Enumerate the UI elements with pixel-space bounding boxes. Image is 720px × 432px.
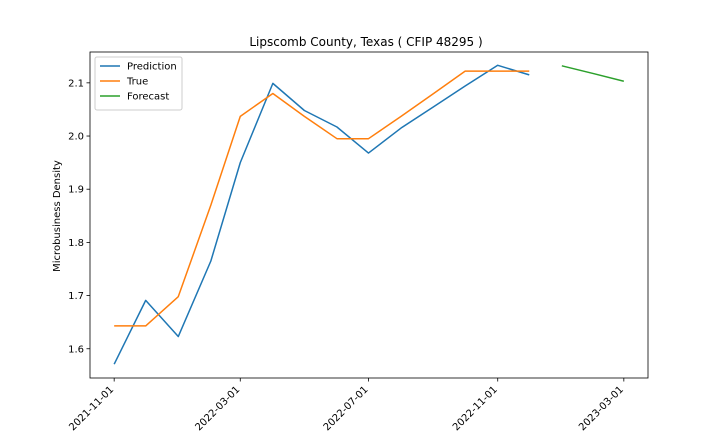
legend-label-forecast: Forecast	[127, 92, 169, 103]
series-line-true	[114, 70, 530, 327]
series-line-forecast	[561, 65, 625, 82]
chart-title: Lipscomb County, Texas ( CFIP 48295 )	[249, 35, 482, 49]
legend-label-true: True	[126, 77, 148, 88]
y-tick-label: 2.0	[68, 132, 84, 143]
plot-area	[89, 51, 649, 379]
y-tick-label: 2.1	[68, 78, 84, 89]
series-line-prediction	[113, 64, 530, 365]
y-tick-label: 1.8	[68, 238, 84, 249]
legend-label-prediction: Prediction	[127, 62, 177, 73]
y-axis-label: Microbusiness Density	[52, 160, 63, 272]
plot-frame	[89, 51, 649, 379]
y-tick-label: 1.9	[68, 185, 84, 196]
series-layer	[113, 64, 625, 365]
y-tick-label: 1.7	[68, 291, 84, 302]
y-tick-label: 1.6	[68, 344, 84, 355]
y-axis: 1.6 1.7 1.8 1.9 2.0 2.1	[68, 78, 90, 355]
legend: Prediction True Forecast	[94, 56, 183, 111]
